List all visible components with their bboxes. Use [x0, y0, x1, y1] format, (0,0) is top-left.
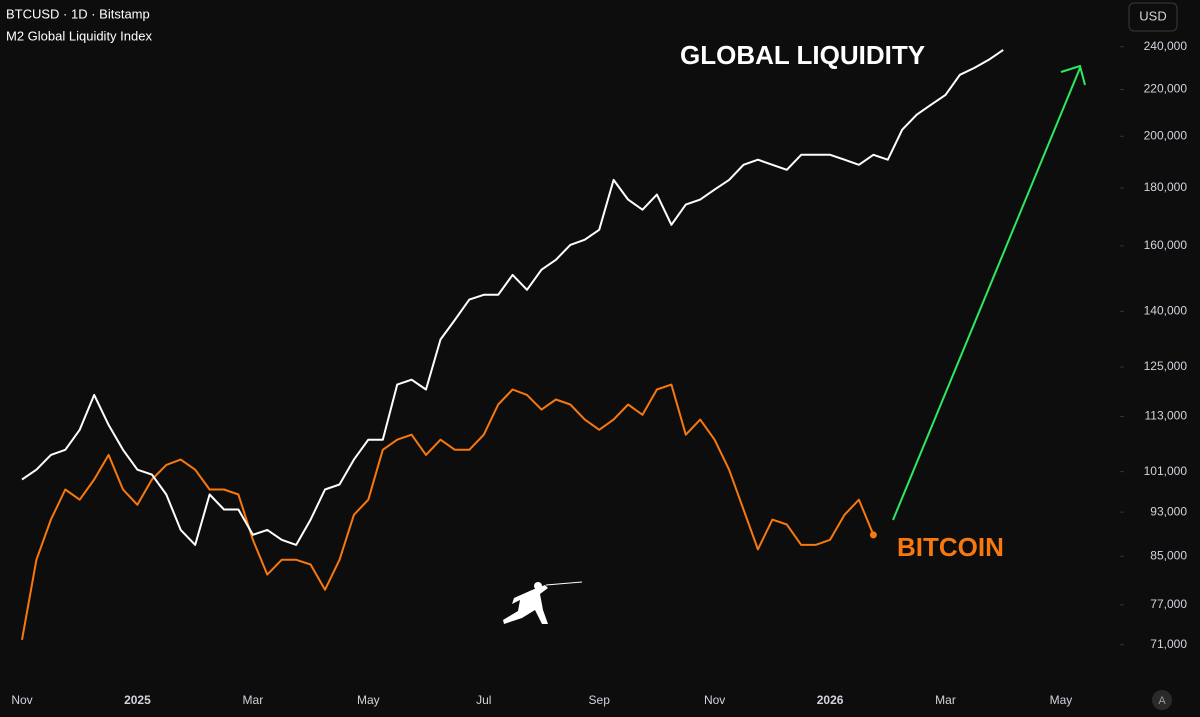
- y-tick-label: 240,000: [1144, 39, 1188, 53]
- fencer-icon: [503, 581, 583, 624]
- x-tick-label: May: [1050, 693, 1073, 707]
- unit-button[interactable]: [1128, 2, 1178, 32]
- x-tick-label: Nov: [11, 693, 32, 707]
- annotation: BITCOIN: [897, 532, 1004, 562]
- legend-entry: M2 Global Liquidity Index: [6, 28, 152, 43]
- x-tick-label: 2026: [817, 693, 844, 707]
- x-tick-label: Mar: [935, 693, 956, 707]
- y-tick-label: 140,000: [1144, 304, 1188, 318]
- legend-entry: BTCUSD · 1D · Bitstamp: [6, 6, 150, 21]
- y-tick-label: 77,000: [1150, 597, 1187, 611]
- x-tick-label: 2025: [124, 693, 151, 707]
- auto-scale-button[interactable]: [1152, 690, 1172, 710]
- y-tick-label: 200,000: [1144, 128, 1188, 142]
- arrow-head: [1060, 64, 1086, 86]
- x-tick-label: Mar: [243, 693, 264, 707]
- y-tick-label: 160,000: [1144, 238, 1188, 252]
- arrow-shaft: [892, 67, 1081, 521]
- x-tick-label: May: [357, 693, 380, 707]
- y-tick-label: 71,000: [1150, 637, 1187, 651]
- auto-scale-label[interactable]: A: [1158, 695, 1166, 707]
- y-tick-label: 113,000: [1145, 409, 1188, 423]
- y-tick-label: 101,000: [1144, 464, 1188, 478]
- unit-button-label[interactable]: USD: [1139, 8, 1166, 23]
- y-tick-label: 220,000: [1144, 82, 1188, 96]
- x-tick-label: Jul: [476, 693, 491, 707]
- y-tick-label: 85,000: [1150, 548, 1187, 562]
- annotation: GLOBAL LIQUIDITY: [680, 40, 925, 70]
- series-line: [21, 383, 875, 640]
- x-tick-label: Sep: [589, 693, 611, 707]
- y-tick-label: 125,000: [1144, 359, 1188, 373]
- x-tick-label: Nov: [704, 693, 725, 707]
- series-line: [21, 49, 1004, 546]
- y-tick-label: 180,000: [1144, 180, 1188, 194]
- y-tick-label: 93,000: [1150, 504, 1187, 518]
- last-point: [869, 531, 877, 539]
